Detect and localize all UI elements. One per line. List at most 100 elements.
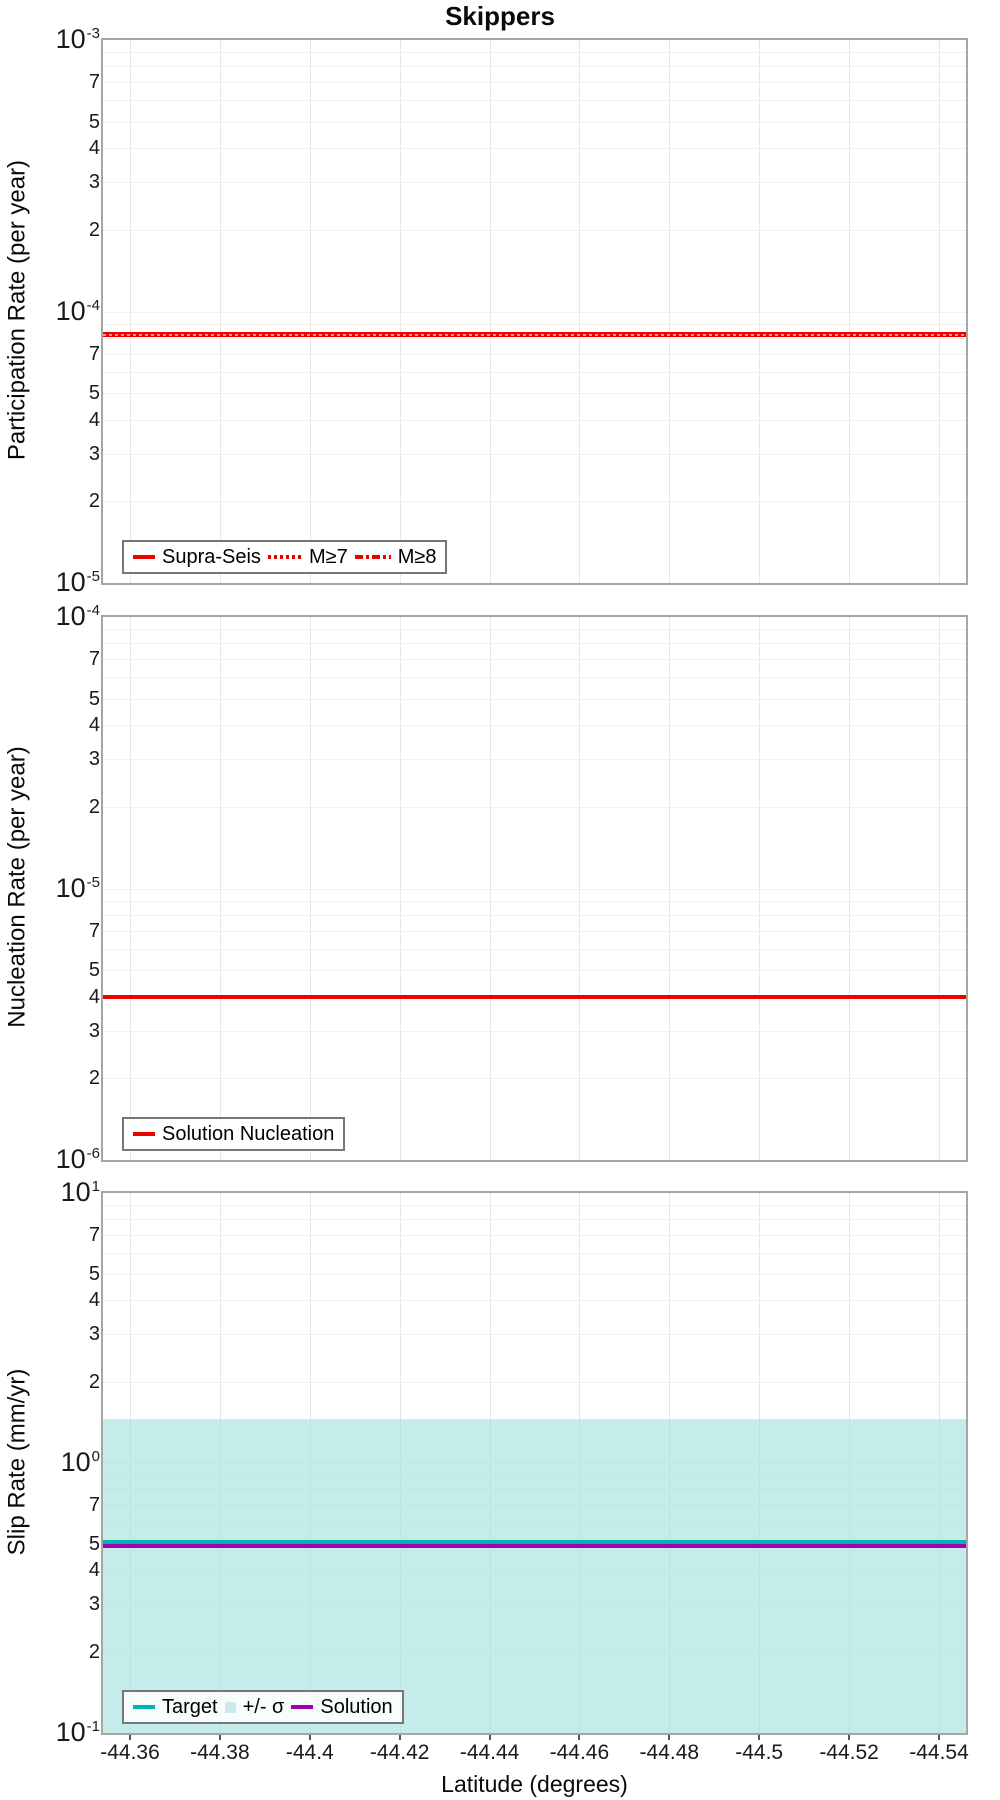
y-axis-minor-label: 7 bbox=[88, 1493, 100, 1516]
x-axis-tickmark bbox=[578, 1735, 581, 1740]
y-gridline bbox=[103, 182, 966, 183]
target-line bbox=[103, 1540, 966, 1545]
participation-plot-area: Supra-Seis M≥7 M≥8 bbox=[101, 38, 968, 585]
x-axis-tickmark bbox=[218, 1735, 221, 1740]
legend-label-sigma-band: +/- σ bbox=[242, 1696, 285, 1718]
y-gridline bbox=[103, 121, 966, 123]
x-axis-tickmark bbox=[129, 1735, 131, 1740]
y-gridline bbox=[103, 337, 966, 339]
solution-nucleation-line bbox=[103, 994, 966, 999]
y-gridline bbox=[103, 643, 966, 645]
y-axis-decade-label: 10-4 bbox=[55, 295, 100, 326]
x-axis-tick-label: -44.4 bbox=[285, 1741, 334, 1764]
y-gridline bbox=[103, 1234, 966, 1236]
y-gridline bbox=[103, 453, 966, 455]
legend-label-m7: M≥7 bbox=[308, 546, 348, 568]
y-axis-minor-label: 7 bbox=[88, 1223, 100, 1246]
sigma-band bbox=[103, 1419, 966, 1733]
y-axis-minor-label: 5 bbox=[88, 382, 100, 405]
y-gridline bbox=[103, 1334, 966, 1336]
y-axis-minor-label: 5 bbox=[88, 1263, 100, 1286]
y-gridline bbox=[103, 323, 966, 325]
m7-dotted-line-sample-icon bbox=[267, 555, 302, 559]
y-gridline bbox=[103, 353, 966, 355]
y-gridline bbox=[103, 1300, 966, 1302]
y-axis-minor-label: 2 bbox=[88, 490, 100, 513]
y-gridline bbox=[103, 698, 966, 700]
y-gridline bbox=[103, 393, 966, 395]
y-axis-minor-label: 2 bbox=[88, 218, 100, 241]
sigma-band-sample-icon bbox=[224, 1701, 236, 1713]
y-gridline bbox=[103, 371, 966, 373]
y-axis-minor-label: 4 bbox=[88, 137, 100, 159]
y-gridline bbox=[103, 888, 966, 890]
y-axis-minor-label: 2 bbox=[88, 1370, 100, 1393]
legend-label-target: Target bbox=[162, 1696, 218, 1718]
y-axis-decade-label: 10-5 bbox=[55, 567, 100, 597]
solution-line-sample-icon bbox=[291, 1705, 314, 1709]
y-gridline bbox=[103, 419, 966, 421]
y-gridline bbox=[103, 1030, 966, 1032]
y-axis-minor-label: 5 bbox=[88, 110, 100, 133]
y-axis-minor-label: 7 bbox=[88, 342, 100, 365]
y-gridline bbox=[103, 501, 966, 503]
y-gridline bbox=[103, 229, 966, 231]
y-gridline bbox=[103, 1381, 966, 1383]
participation-legend: Supra-Seis M≥7 M≥8 bbox=[122, 540, 448, 574]
y-axis-minor-label: 3 bbox=[88, 1019, 100, 1042]
figure-title: Skippers bbox=[445, 1, 555, 31]
y-axis-minor-label: 4 bbox=[88, 1289, 100, 1312]
x-axis-tick-label: -44.38 bbox=[190, 1741, 250, 1764]
y-axis-minor-label: 7 bbox=[88, 919, 100, 942]
y-axis-minor-label: 2 bbox=[88, 795, 100, 818]
y-axis-minor-label: 3 bbox=[88, 748, 100, 770]
x-axis-tick-label: -44.48 bbox=[639, 1741, 700, 1764]
target-line-sample-icon bbox=[133, 1705, 155, 1709]
y-axis-minor-label: 7 bbox=[88, 71, 100, 94]
x-axis-tickmark bbox=[758, 1735, 761, 1740]
y-gridline bbox=[103, 930, 966, 932]
x-axis-tick-label: -44.54 bbox=[909, 1741, 969, 1764]
y-axis-minor-label: 4 bbox=[88, 408, 100, 431]
x-axis-tick-label: -44.44 bbox=[459, 1741, 520, 1764]
slip-rate-legend: Target +/- σ Solution bbox=[122, 1690, 404, 1724]
y-gridline bbox=[103, 1219, 966, 1221]
y-axis-decade-label: 10-4 bbox=[55, 601, 100, 631]
x-axis-tick-label: -44.42 bbox=[369, 1741, 430, 1764]
nucleation-plot-area: Solution Nucleation bbox=[101, 615, 968, 1162]
supra-seis-line-sample-icon bbox=[133, 555, 155, 559]
x-axis-tick-label: -44.46 bbox=[549, 1741, 610, 1764]
y-axis-minor-label: 3 bbox=[88, 1323, 100, 1346]
x-axis-tickmark bbox=[848, 1735, 851, 1740]
y-axis-minor-label: 7 bbox=[88, 648, 100, 671]
y-gridline bbox=[103, 1205, 966, 1207]
y-gridline bbox=[103, 82, 966, 84]
y-axis-minor-label: 2 bbox=[88, 1640, 100, 1663]
solution-nucleation-line-sample-icon bbox=[133, 1132, 155, 1136]
x-axis-tick-label: -44.5 bbox=[735, 1741, 784, 1764]
x-axis-tickmark bbox=[488, 1735, 491, 1740]
y-gridline bbox=[103, 148, 966, 149]
legend-label-solution-nucleation: Solution Nucleation bbox=[162, 1123, 335, 1145]
y-gridline bbox=[103, 311, 966, 313]
y-gridline bbox=[103, 1274, 966, 1276]
y-gridline bbox=[103, 1252, 966, 1254]
y-gridline bbox=[103, 52, 966, 54]
y-axis-decade-label: 100 bbox=[60, 1447, 100, 1477]
x-axis-tickmark bbox=[398, 1735, 401, 1740]
m8-dashdot-line-sample-icon bbox=[354, 555, 391, 559]
y-axis-decade-label: 10-6 bbox=[55, 1144, 100, 1174]
y-gridline bbox=[103, 914, 966, 916]
x-axis-tickmark bbox=[668, 1735, 671, 1740]
y-axis-minor-label: 3 bbox=[88, 171, 100, 193]
y-axis-decade-label: 10-1 bbox=[55, 1717, 100, 1747]
y-axis-minor-label: 3 bbox=[88, 1593, 100, 1616]
x-axis-tick-label: -44.52 bbox=[819, 1741, 879, 1764]
y-axis-decade-label: 101 bbox=[60, 1177, 100, 1207]
y-gridline bbox=[103, 677, 966, 679]
y-gridline bbox=[103, 1078, 966, 1080]
slip-rate-plot-area: Target +/- σ Solution bbox=[101, 1191, 968, 1735]
y-gridline bbox=[103, 970, 966, 972]
y-gridline bbox=[103, 900, 966, 902]
